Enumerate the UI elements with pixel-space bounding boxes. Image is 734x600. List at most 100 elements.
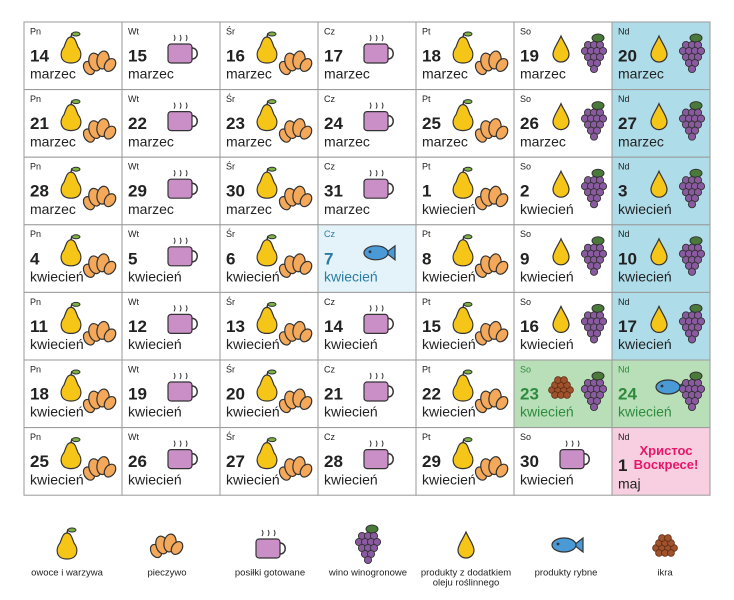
cup-handle	[191, 317, 198, 331]
icon-fruit	[60, 369, 82, 402]
icon-cup	[167, 237, 198, 267]
icon-fruit	[452, 166, 474, 199]
day-of-week: Wt	[128, 26, 139, 36]
cup-steam	[369, 305, 372, 312]
day-of-week: So	[520, 297, 531, 307]
cup-steam	[185, 372, 188, 380]
caviar-egg	[560, 376, 568, 384]
grape	[589, 132, 599, 141]
month-name: marzec	[324, 133, 370, 149]
day-of-week: Nd	[618, 94, 630, 104]
legend-item: posiłki gotowane	[235, 529, 305, 579]
day-number: 28	[324, 452, 343, 471]
pear-leaf	[267, 166, 277, 172]
pear-body	[256, 442, 278, 470]
day-of-week: Pt	[422, 364, 431, 374]
grape	[363, 555, 373, 565]
icon-fruit	[452, 234, 474, 267]
cup-steam	[273, 529, 276, 537]
month-name: marzec	[422, 66, 468, 82]
icon-cup	[363, 34, 394, 64]
legend-item: pieczywo	[147, 533, 187, 579]
day-number: 22	[422, 384, 441, 403]
month-name: marzec	[128, 66, 174, 82]
month-name: kwiecień	[128, 404, 182, 420]
icon-oil	[552, 169, 570, 198]
day-of-week: Śr	[226, 93, 235, 104]
cup-handle	[191, 182, 198, 195]
day-of-week: Cz	[324, 432, 335, 442]
pear-leaf	[267, 369, 277, 375]
croissant-part	[299, 125, 313, 140]
day-of-week: Pt	[422, 432, 431, 442]
cup-steam	[375, 102, 378, 109]
day-number: 20	[226, 384, 245, 403]
day-of-week: Pn	[30, 297, 41, 307]
icon-grapes	[580, 33, 608, 74]
day-of-week: So	[520, 364, 531, 374]
grape-leaf	[689, 371, 703, 381]
croissant-part	[495, 395, 509, 411]
grape	[589, 335, 599, 344]
month-name: marzec	[618, 66, 664, 82]
day-number: 23	[520, 384, 539, 403]
day-of-week: So	[520, 229, 531, 239]
icon-grapes	[678, 371, 706, 412]
pear-body	[56, 532, 78, 560]
cup-steam	[185, 305, 188, 312]
day-of-week: Nd	[618, 364, 630, 374]
icon-oil	[650, 304, 668, 333]
month-name: kwiecień	[520, 269, 574, 285]
oil-drop	[457, 530, 475, 559]
cup-body	[167, 43, 193, 64]
icon-fish	[363, 244, 396, 262]
month-name: kwiecień	[226, 404, 280, 420]
icon-cup	[363, 102, 394, 132]
cup-handle	[387, 317, 394, 331]
day-number: 19	[520, 46, 539, 65]
legend-item: produkty rybne	[535, 536, 597, 579]
month-name: kwiecień	[128, 269, 182, 285]
month-name: kwiecień	[226, 269, 280, 285]
icon-bread	[474, 185, 509, 211]
icon-bread	[82, 388, 117, 414]
icon-fruit	[256, 301, 278, 334]
icon-cup	[167, 372, 198, 402]
fish-tail	[385, 244, 396, 262]
oil-drop	[650, 237, 668, 266]
cup-handle	[191, 250, 198, 263]
day-of-week: Pn	[30, 162, 41, 172]
pear-leaf	[267, 301, 277, 307]
icon-fruit	[56, 527, 78, 560]
icon-bread	[82, 185, 117, 211]
cup-steam	[381, 372, 384, 380]
icon-fruit	[452, 437, 474, 470]
grape	[687, 64, 697, 74]
day-of-week: Pn	[30, 26, 41, 36]
croissant-part	[495, 193, 509, 208]
icon-cup	[363, 305, 394, 334]
icon-fruit	[60, 437, 82, 470]
icon-bread	[474, 320, 509, 346]
icon-fruit	[452, 301, 474, 334]
pear-leaf	[267, 99, 277, 105]
cup-body	[559, 449, 585, 470]
pear-body	[452, 306, 474, 334]
month-name: kwiecień	[618, 336, 672, 352]
day-number: 2	[520, 182, 529, 201]
